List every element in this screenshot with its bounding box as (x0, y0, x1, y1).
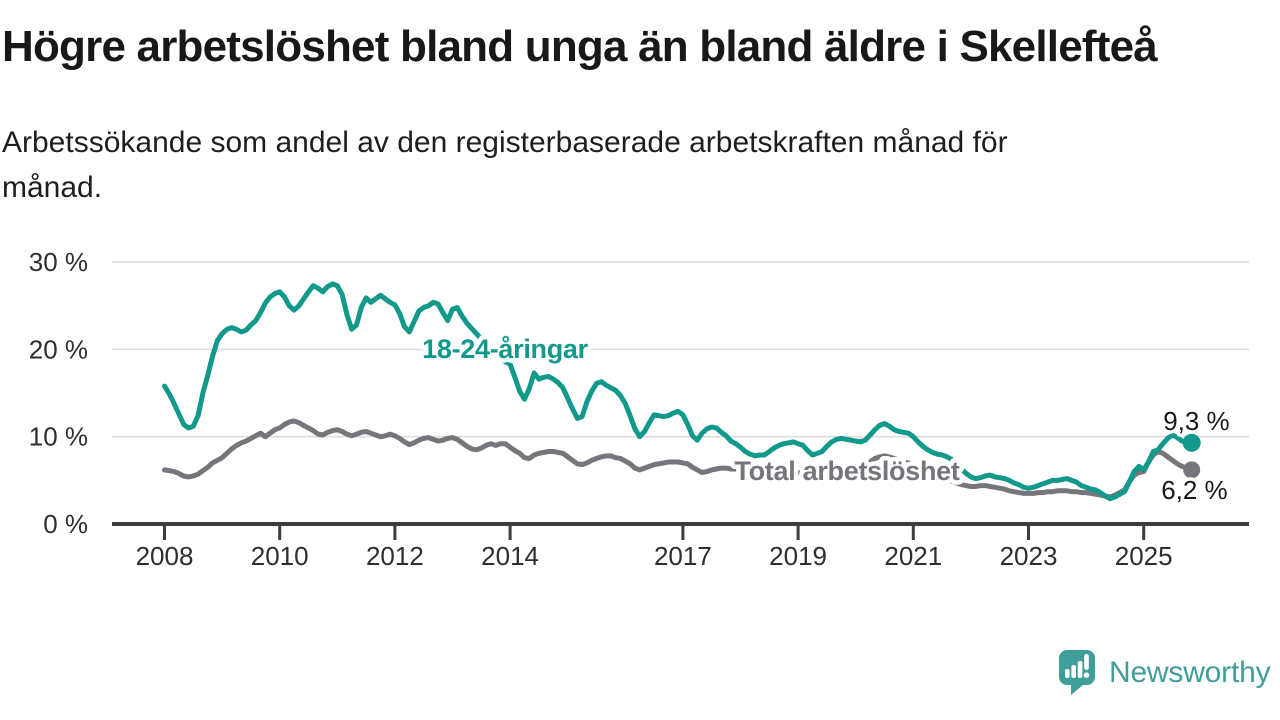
series-label-total: Total arbetslöshet (734, 456, 959, 486)
x-tick-label-2017: 2017 (654, 541, 712, 571)
y-axis-label-10: 10 % (29, 422, 88, 452)
chart-title: Högre arbetslöshet bland unga än bland ä… (2, 22, 1158, 71)
x-tick-label-2014: 2014 (481, 541, 539, 571)
x-tick-label-2023: 2023 (1000, 541, 1058, 571)
x-tick-label-2010: 2010 (251, 541, 309, 571)
y-axis-label-20: 20 % (29, 334, 88, 364)
newsworthy-logo-text: Newsworthy (1109, 655, 1271, 689)
x-tick-label-2012: 2012 (366, 541, 424, 571)
series-end-dot-total (1183, 461, 1201, 479)
chart-subtitle: Arbetssökande som andel av den registerb… (2, 126, 1008, 204)
newsworthy-logo: Newsworthy (1058, 649, 1271, 696)
x-tick-label-2008: 2008 (136, 541, 194, 571)
end-value-label-total: 6,2 % (1161, 475, 1228, 505)
y-axis-label-30: 30 % (29, 247, 88, 277)
bar-chart-bubble-icon (1059, 650, 1095, 695)
series-end-dot-18-24 (1182, 433, 1201, 452)
end-value-label-18-24: 9,3 % (1163, 406, 1230, 436)
x-tick-label-2019: 2019 (769, 541, 827, 571)
series-line-18-24 (162, 281, 1195, 502)
series-label-18-24: 18-24-åringar (422, 334, 588, 364)
x-tick-label-2021: 2021 (884, 541, 942, 571)
series-line-total (162, 418, 1195, 500)
y-axis-label-0: 0 % (43, 509, 88, 539)
x-tick-label-2025: 2025 (1115, 541, 1173, 571)
